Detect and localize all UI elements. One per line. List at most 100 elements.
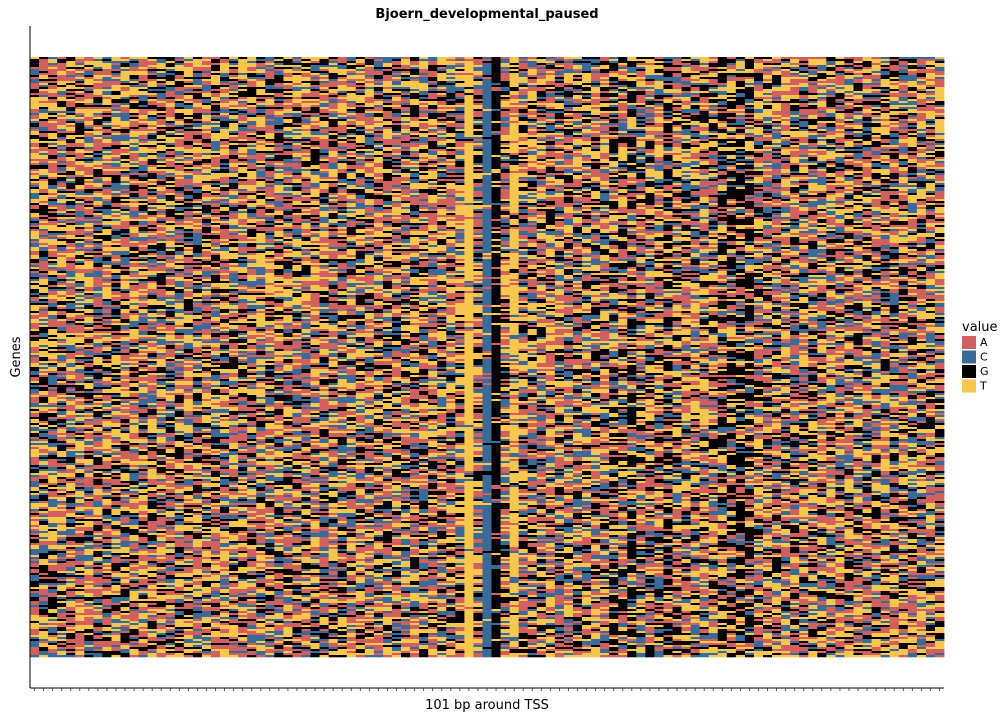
heatmap-cell [48,655,58,658]
heatmap-cell [102,361,112,364]
heatmap-cell [183,209,194,212]
heatmap-cell [174,513,185,516]
heatmap-cell [138,569,149,572]
heatmap-cell [111,277,121,280]
heatmap-cell [147,115,158,118]
heatmap-cell [192,271,203,276]
heatmap-cell [147,95,158,98]
heatmap-cell [192,647,203,650]
heatmap-cell [102,61,112,64]
heatmap-cell [192,513,203,516]
heatmap-cell [57,419,67,422]
heatmap-cell [201,359,212,362]
heatmap-cell [174,525,185,530]
heatmap-cell [147,299,158,304]
heatmap-cell [138,555,149,558]
heatmap-cell [210,337,221,340]
heatmap-cell [84,287,94,292]
heatmap-cell [48,511,58,518]
heatmap-cell [201,217,212,220]
heatmap-cell [138,411,149,414]
heatmap-cell [93,477,103,480]
heatmap-cell [183,577,194,580]
heatmap-cell [174,309,185,314]
heatmap-cell [66,83,76,86]
heatmap-cell [220,279,230,282]
heatmap-cell [138,365,149,368]
heatmap-cell [138,623,149,628]
heatmap-cell [138,585,149,588]
heatmap-cell [75,217,85,222]
heatmap-cell [156,417,167,420]
heatmap-cell [84,279,94,288]
heatmap-cell [220,331,230,334]
heatmap-cell [201,505,212,508]
heatmap-cell [57,425,67,428]
heatmap-cell [201,549,212,552]
heatmap-cell [165,579,176,584]
heatmap-cell [102,227,112,230]
heatmap-cell [30,561,40,564]
heatmap-cell [30,625,40,630]
heatmap-cell [39,461,49,464]
heatmap-cell [102,285,112,288]
heatmap-cell [57,297,67,302]
heatmap-cell [120,619,130,622]
heatmap-cell [30,289,40,294]
heatmap-cell [147,111,158,114]
heatmap-cell [120,331,130,334]
heatmap-cell [30,597,40,600]
heatmap-cell [156,447,167,450]
heatmap-cell [93,105,103,108]
heatmap-cell [174,179,185,182]
heatmap-cell [174,535,185,538]
heatmap-cell [147,493,158,498]
heatmap-cell [183,371,194,374]
heatmap-cell [39,397,49,404]
heatmap-cell [120,107,130,110]
heatmap-cell [111,645,121,648]
heatmap-cell [220,549,230,552]
heatmap-cell [39,525,49,532]
heatmap-cell [210,75,221,80]
heatmap-cell [102,599,112,604]
heatmap-cell [93,279,103,288]
heatmap-cell [156,513,167,516]
heatmap-cell [48,371,58,374]
heatmap-cell [220,381,230,386]
heatmap-cell [174,507,185,510]
heatmap-cell [120,317,130,320]
heatmap-cell [39,565,49,572]
heatmap-cell [174,177,185,180]
heatmap-cell [138,465,149,468]
heatmap-cell [138,293,149,296]
heatmap-cell [165,655,176,658]
heatmap-cell [66,193,76,198]
heatmap-cell [156,159,167,162]
heatmap-cell [129,649,139,654]
heatmap-cell [30,493,40,496]
heatmap-cell [147,305,158,308]
heatmap-cell [192,169,203,172]
heatmap-cell [138,347,149,350]
heatmap-cell [93,129,103,132]
heatmap-cell [57,195,67,198]
heatmap-cell [39,593,49,596]
heatmap-cell [220,611,230,614]
heatmap-cell [57,379,67,382]
heatmap-cell [156,433,167,436]
heatmap-cell [66,637,76,640]
heatmap-cell [174,137,185,140]
heatmap-cell [75,65,85,68]
heatmap-cell [66,531,76,536]
heatmap-cell [120,175,130,178]
heatmap-cell [30,393,40,396]
heatmap-cell [93,613,103,616]
heatmap-cell [66,529,76,532]
heatmap-cell [165,505,176,508]
heatmap-cell [84,607,94,610]
heatmap-cell [147,67,158,70]
heatmap-cell [147,215,158,218]
heatmap-cell [30,599,40,602]
heatmap-cell [120,367,130,370]
